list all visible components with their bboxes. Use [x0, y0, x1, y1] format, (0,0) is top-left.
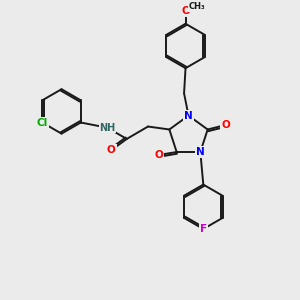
Text: O: O [221, 120, 230, 130]
Text: O: O [181, 6, 190, 16]
Text: F: F [200, 224, 207, 234]
Text: N: N [196, 147, 205, 157]
Text: O: O [107, 145, 116, 155]
Text: NH: NH [99, 123, 116, 133]
Text: Cl: Cl [37, 118, 48, 128]
Text: CH₃: CH₃ [188, 2, 205, 11]
Text: N: N [184, 111, 193, 121]
Text: O: O [154, 150, 163, 160]
